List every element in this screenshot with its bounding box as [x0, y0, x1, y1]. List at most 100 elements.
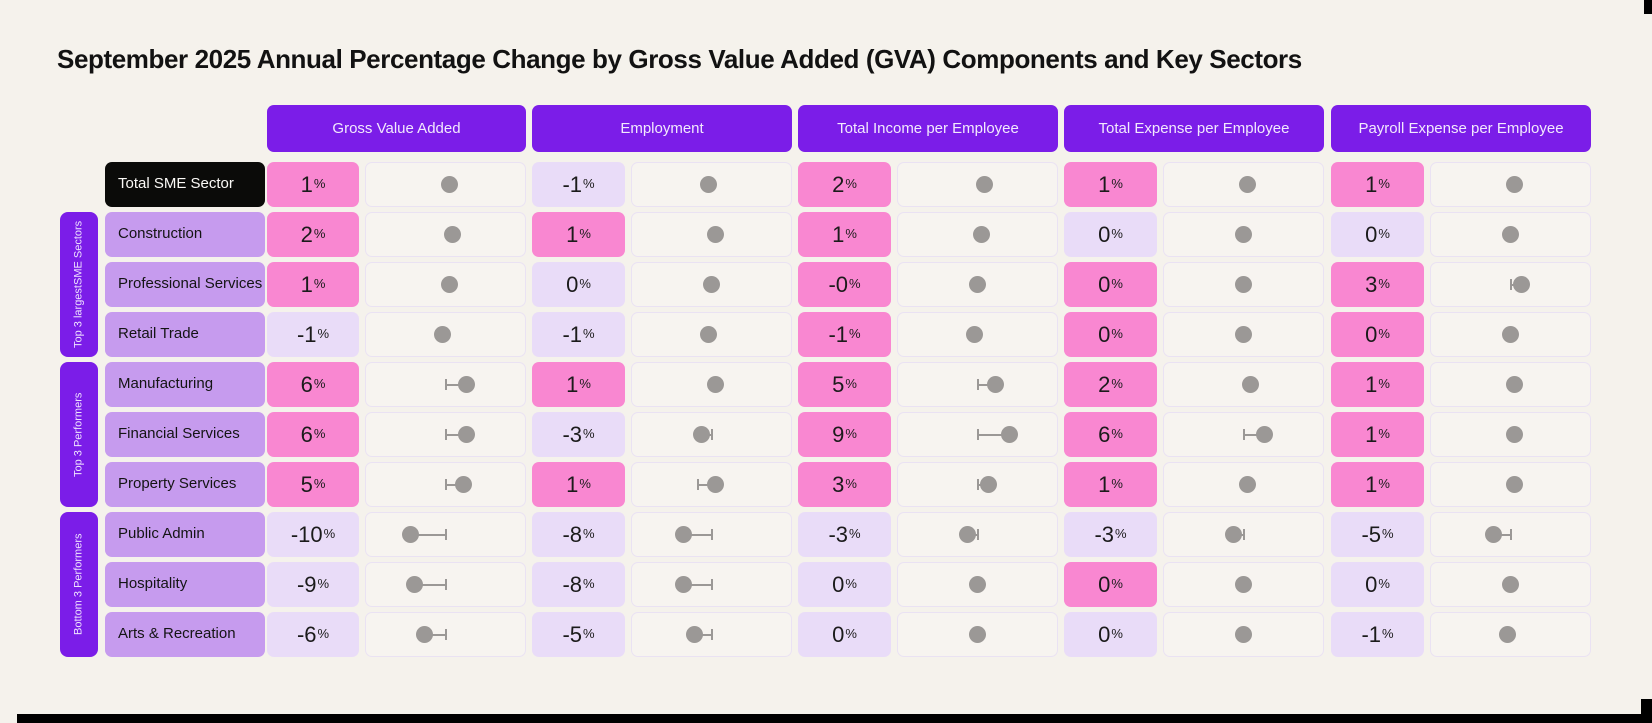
- value-cell: 9%: [798, 412, 891, 457]
- percent-sign: %: [579, 476, 591, 491]
- dot-marker: [965, 326, 983, 343]
- dot-marker: [1224, 526, 1242, 543]
- dot-marker: [976, 176, 993, 193]
- value-number: 1: [566, 471, 579, 497]
- dot-cell: [897, 412, 1058, 457]
- dot-cell: [365, 162, 526, 207]
- dot-cell: [1430, 512, 1591, 557]
- value-cell: -5%: [532, 612, 625, 657]
- value-cell: 2%: [267, 212, 359, 257]
- dot-cell: [631, 512, 792, 557]
- baseline-tick: [444, 529, 447, 540]
- page-title: September 2025 Annual Percentage Change …: [57, 44, 1302, 74]
- percent-sign: %: [1115, 526, 1127, 541]
- dot-marker: [1235, 576, 1252, 593]
- value-number: -6: [296, 621, 317, 647]
- dot-cell: [1163, 312, 1324, 357]
- baseline-tick: [444, 429, 447, 440]
- row-label: Property Services: [105, 462, 265, 507]
- dot-cell: [365, 262, 526, 307]
- percent-sign: %: [1111, 276, 1123, 291]
- dot-cell: [365, 612, 526, 657]
- value-cell: 0%: [798, 612, 891, 657]
- dot-marker: [1235, 626, 1252, 643]
- column-header: Gross Value Added: [267, 105, 526, 152]
- value-cell: -8%: [532, 512, 625, 557]
- value-number: 1: [1365, 371, 1378, 397]
- baseline-tick: [444, 479, 447, 490]
- dot-cell: [631, 312, 792, 357]
- row-label: Hospitality: [105, 562, 265, 607]
- percent-sign: %: [1378, 176, 1390, 191]
- dot-marker: [444, 226, 461, 243]
- whisker-line: [977, 383, 995, 386]
- row-label: Total SME Sector: [105, 162, 265, 207]
- dot-marker: [1235, 326, 1252, 343]
- value-cell: -6%: [267, 612, 359, 657]
- value-cell: -3%: [1064, 512, 1157, 557]
- row-label: Arts & Recreation: [105, 612, 265, 657]
- dot-cell: [365, 362, 526, 407]
- dot-cell: [897, 312, 1058, 357]
- row-group-label: Top 3 largest SME Sectors: [60, 212, 98, 357]
- percent-sign: %: [313, 426, 326, 441]
- row-label-text: Hospitality: [118, 575, 188, 593]
- column-header: Payroll Expense per Employee: [1331, 105, 1591, 152]
- whisker-line: [414, 583, 446, 586]
- dot-cell: [365, 412, 526, 457]
- value-cell: -1%: [532, 312, 625, 357]
- dot-marker: [972, 226, 990, 243]
- row-label-text: Construction: [118, 225, 203, 243]
- percent-sign: %: [1378, 376, 1390, 391]
- baseline-tick: [710, 579, 713, 590]
- dot-marker: [706, 376, 724, 393]
- value-number: 0: [1098, 621, 1111, 647]
- percent-sign: %: [1378, 476, 1390, 491]
- baseline-tick: [696, 479, 699, 490]
- baseline-tick: [1509, 279, 1512, 290]
- baseline-tick: [976, 379, 979, 390]
- whisker-line: [977, 433, 1009, 436]
- percent-sign: %: [583, 176, 595, 191]
- screen-artifact-top-right: [1644, 0, 1652, 14]
- dot-marker: [958, 526, 976, 543]
- percent-sign: %: [583, 576, 595, 591]
- dot-cell: [897, 362, 1058, 407]
- row-label: Public Admin: [105, 512, 265, 557]
- value-number: 2: [1098, 371, 1111, 397]
- value-cell: 6%: [1064, 412, 1157, 457]
- dot-cell: [1163, 562, 1324, 607]
- percent-sign: %: [583, 526, 595, 541]
- percent-sign: %: [1378, 226, 1390, 241]
- value-cell: 0%: [532, 262, 625, 307]
- value-cell: 0%: [1064, 262, 1157, 307]
- dot-cell: [1430, 212, 1591, 257]
- dot-cell: [631, 412, 792, 457]
- value-number: 0: [1098, 321, 1111, 347]
- percent-sign: %: [845, 376, 857, 391]
- screen-artifact-bottom-right: [1641, 699, 1652, 723]
- baseline-tick: [1242, 529, 1245, 540]
- percent-sign: %: [1111, 626, 1123, 641]
- whisker-line: [697, 483, 715, 486]
- dot-marker: [1505, 376, 1523, 393]
- dot-cell: [1430, 412, 1591, 457]
- whisker-line: [445, 383, 467, 386]
- dot-marker: [675, 526, 692, 543]
- row-label: Professional Services: [105, 262, 265, 307]
- value-number: 2: [300, 221, 313, 247]
- value-number: -1: [296, 321, 317, 347]
- row-group-label: Bottom 3 Performers: [60, 512, 98, 657]
- value-cell: -8%: [532, 562, 625, 607]
- dot-marker: [1242, 376, 1259, 393]
- dot-cell: [897, 462, 1058, 507]
- percent-sign: %: [845, 426, 857, 441]
- column-header-label: Gross Value Added: [332, 120, 461, 137]
- value-cell: 1%: [532, 462, 625, 507]
- row-label: Manufacturing: [105, 362, 265, 407]
- whisker-line: [424, 633, 446, 636]
- percent-sign: %: [323, 526, 336, 541]
- value-cell: 1%: [1331, 362, 1424, 407]
- dot-marker: [703, 276, 720, 293]
